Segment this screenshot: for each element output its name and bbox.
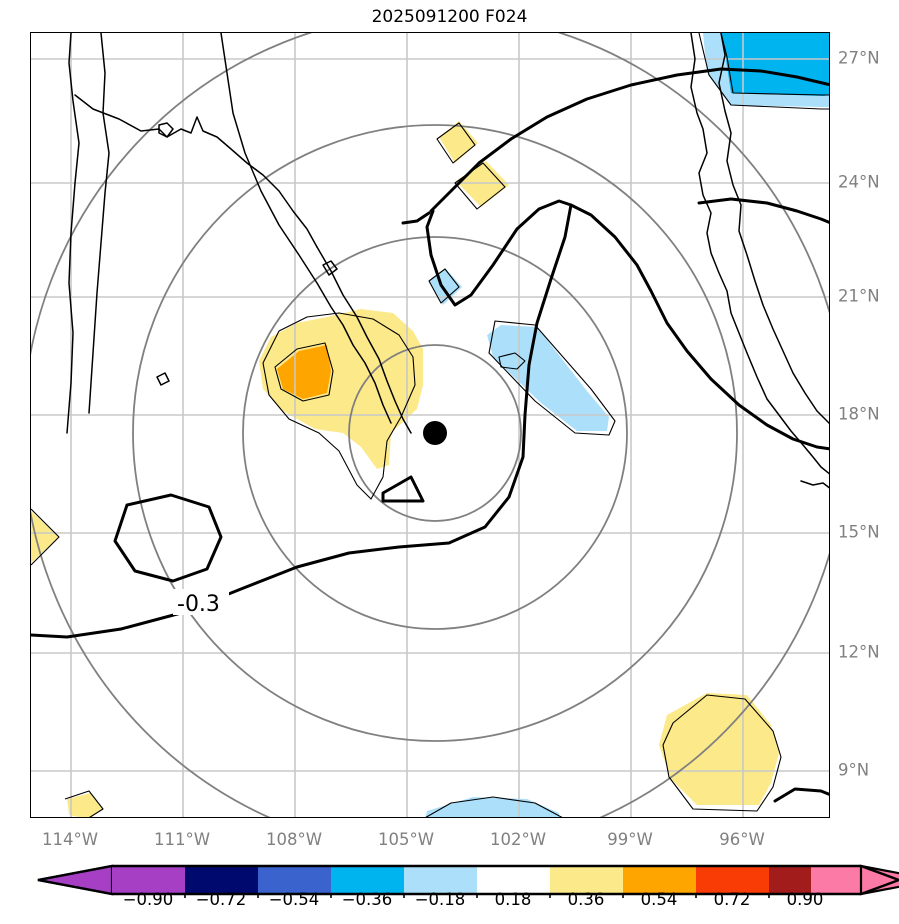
contour-diamond-upper [436, 122, 476, 164]
colorbar-segment-royal-blue [258, 866, 331, 894]
filled-region-yellow-halo [259, 309, 423, 469]
contour-northeast-lightblue [698, 33, 829, 110]
contour-small-loop [498, 352, 526, 370]
colorbar-segment-pink [811, 866, 861, 894]
filled-region-yellow-diamond-upper [439, 121, 478, 163]
colorbar-segment-pale-yellow [550, 866, 623, 894]
contour-left-triangle [31, 508, 60, 566]
colorbar-segment-light-blue [404, 866, 477, 894]
contour-far-east [697, 197, 829, 224]
ytick-label-27n: 27°N [838, 48, 880, 68]
contour-small-triangle [381, 475, 425, 503]
storm-center-marker[interactable] [423, 421, 447, 445]
colorbar-segment-cyan [331, 866, 404, 894]
thick-contours [31, 67, 829, 803]
map-axes[interactable]: -0.3 [30, 32, 830, 818]
colorbar-tick-label-8: 0.72 [713, 890, 751, 909]
map-svg: -0.3 [31, 33, 829, 817]
range-rings [31, 33, 829, 817]
ytick-label-24n: 24°N [838, 172, 880, 192]
ytick-label-12n: 12°N [838, 642, 880, 662]
map-gridlines [31, 33, 829, 817]
colorbar-tick-label-6: 0.36 [567, 890, 605, 909]
range-ring-1 [348, 344, 522, 522]
colorbar-outline [37, 864, 899, 896]
filled-region-orange-core [277, 345, 331, 399]
filled-region-lightblue-band [487, 325, 609, 431]
colorbar-tick-label-9: 0.90 [786, 890, 824, 909]
xtick-label-111w: 111°W [153, 830, 211, 849]
colorbar-tick-label-0: −0.90 [122, 890, 174, 909]
colorbar-segment-purple [112, 866, 185, 894]
xtick-label-96w: 96°W [719, 830, 765, 849]
contour-north-top [429, 67, 829, 213]
colorbar-extend-under [37, 864, 114, 896]
colorbar-segment-red-orange [696, 866, 769, 894]
contour-lightblue-band [488, 320, 616, 436]
colorbar-tick-label-1: −0.72 [195, 890, 247, 909]
coastline-island-tiburon [158, 122, 174, 138]
contour-southeast-yellow [662, 694, 782, 812]
colorbar-segment-navy [185, 866, 258, 894]
filled-region-lightblue-bottom [425, 797, 559, 817]
colorbar-segment-orange [623, 866, 696, 894]
contour-label-group: -0.3 [173, 589, 229, 617]
range-ring-3 [132, 124, 738, 742]
thin-contours [31, 33, 829, 817]
coastline-yucatan-approach [800, 480, 829, 489]
coastline-island-small-1 [322, 260, 338, 276]
range-ring-2 [242, 236, 628, 630]
xtick-label-108w: 108°W [265, 830, 323, 849]
colorbar-svg [37, 864, 899, 902]
colorbar-tick-label-7: 0.54 [640, 890, 678, 909]
contour-label-minus-03: -0.3 [177, 592, 220, 617]
contour-minus-03-east [569, 203, 829, 451]
filled-region-yellow-southeast [659, 693, 779, 805]
colorbar-tick-label-2: −0.54 [268, 890, 320, 909]
coastline-texas-inland [718, 33, 829, 425]
page-title: 2025091200 F024 [371, 7, 528, 27]
contour-orange-core [274, 342, 334, 402]
contour-bottom-left-blob [64, 790, 104, 817]
coastline-island-small-2 [156, 372, 170, 386]
colorbar-extend-over [859, 864, 899, 896]
xtick-label-102w: 102°W [489, 830, 547, 849]
contour-bottom-right [773, 787, 829, 803]
coastline-gulf-california-east [220, 33, 392, 424]
ytick-label-21n: 21°N [838, 286, 880, 306]
filled-region-cyan-northeast [721, 33, 829, 96]
coastline-gulf-mexico [690, 33, 829, 475]
xtick-label-105w: 105°W [377, 830, 435, 849]
colorbar[interactable]: −0.90 −0.72 −0.54 −0.36 −0.18 0.18 0.36 … [0, 862, 899, 924]
colorbar-segment-dark-red [769, 866, 811, 894]
coastline-baja-spine [88, 33, 110, 414]
colorbar-segment-white [477, 866, 550, 894]
colorbar-tick-label-3: −0.36 [341, 890, 393, 909]
coastline-baja-west [66, 33, 80, 434]
coastline-baja-east [74, 94, 318, 248]
colorbar-tick-label-5: 0.18 [494, 890, 532, 909]
ytick-label-9n: 9°N [838, 760, 870, 780]
contour-lightblue-diamond [428, 268, 460, 304]
coastline-mexico-pacific [316, 246, 412, 434]
contour-minus-03-main [31, 199, 573, 639]
filled-region-yellow-bottom-left [67, 793, 103, 817]
ytick-label-15n: 15°N [838, 522, 880, 542]
contour-northeast-cyan [720, 33, 829, 96]
xtick-label-99w: 99°W [607, 830, 653, 849]
filled-region-yellow-diamond-lower [456, 161, 509, 207]
ytick-label-18n: 18°N [838, 404, 880, 424]
coastlines [66, 33, 829, 489]
filled-region-yellow-left-edge [31, 511, 59, 563]
contour-yellow-halo [262, 312, 416, 500]
colorbar-tick-label-4: −0.18 [414, 890, 466, 909]
contour-north-left [401, 211, 431, 225]
contour-bottom-lightblue [425, 796, 563, 817]
contour-minus-03-west-loop [113, 493, 223, 583]
xtick-label-114w: 114°W [41, 830, 99, 849]
